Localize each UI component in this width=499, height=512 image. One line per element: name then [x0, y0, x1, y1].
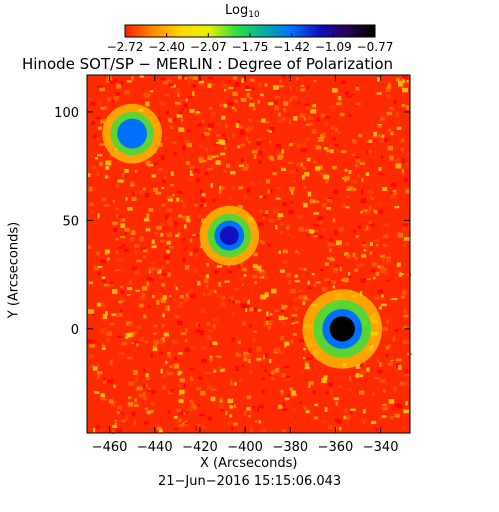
heatmap-texture	[87, 75, 413, 435]
y-tick-label: 0	[71, 323, 79, 338]
feature-plage	[199, 205, 260, 266]
colorbar-tick-label: −2.40	[148, 40, 185, 54]
chart-title: Hinode SOT/SP − MERLIN : Degree of Polar…	[22, 55, 394, 73]
colorbar-tick-label: −1.09	[315, 40, 352, 54]
x-tick-label: −460	[92, 440, 128, 455]
feature-plage	[102, 103, 162, 164]
x-tick-label: −380	[272, 440, 308, 455]
x-tick-label: −440	[137, 440, 173, 455]
x-tick-label: −400	[227, 440, 263, 455]
y-tick-label: 100	[54, 106, 79, 121]
plot-frame	[86, 74, 411, 434]
x-axis-label: X (Arcseconds)	[200, 456, 298, 471]
colorbar-tick-label: −2.72	[107, 40, 144, 54]
colorbar-title: Log10	[225, 3, 260, 20]
colorbar: −2.72 −2.40 −2.07 −1.75 −1.42 −1.09 −0.77	[107, 24, 394, 54]
x-tick-label: −360	[318, 440, 354, 455]
colorbar-tick-label: −0.77	[357, 40, 394, 54]
colorbar-tick-label: −2.07	[190, 40, 227, 54]
feature-sunspot	[302, 289, 382, 369]
x-tick-label: −340	[363, 440, 399, 455]
colorbar-tick-label: −1.42	[273, 40, 310, 54]
x-tick-label: −420	[182, 440, 218, 455]
timestamp: 21−Jun−2016 15:15:06.043	[158, 474, 342, 489]
axes: −460 −440 −420 −400 −380 −360 −340 100 50 0	[54, 75, 410, 455]
heatmap-plot	[86, 74, 413, 435]
colorbar-tick-label: −1.75	[232, 40, 269, 54]
y-tick-label: 50	[62, 214, 79, 229]
